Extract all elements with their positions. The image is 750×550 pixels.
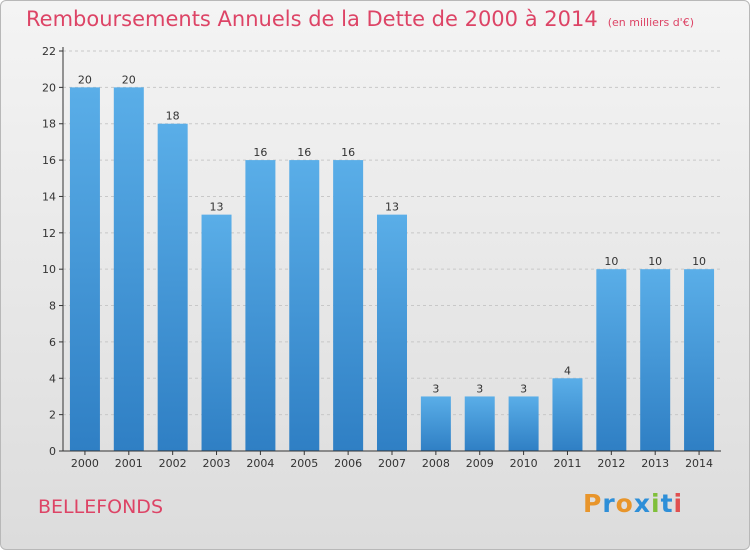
y-tick-label: 8 [49,300,56,313]
logo-letter: o [615,489,634,518]
chart-title: Remboursements Annuels de la Dette de 20… [26,7,598,31]
x-tick-label: 2005 [290,457,318,470]
bar [464,396,495,451]
y-tick-label: 16 [42,154,56,167]
bar-value-label: 10 [648,255,662,268]
bar [289,160,320,451]
bar [245,160,276,451]
bar [596,269,627,451]
x-tick-label: 2003 [203,457,231,470]
y-tick-label: 12 [42,227,56,240]
logo-letter: i [651,489,661,518]
bar-value-label: 16 [297,146,311,159]
x-tick-label: 2013 [641,457,669,470]
bars [69,87,715,452]
bar [69,87,100,451]
bar [640,269,671,451]
labels: 0 2 4 6 8 10 12 14 16 18 20 22 20 2000 20 2001 18 2002 13 2… [42,45,713,470]
bar [333,160,364,451]
bar-value-label: 4 [564,364,571,377]
x-tick-label: 2000 [71,457,99,470]
bar-value-label: 20 [122,73,136,86]
x-tick-label: 2004 [246,457,274,470]
logo-letter: x [633,489,651,518]
x-tick-label: 2007 [378,457,406,470]
logo-letter: t [660,489,674,518]
x-tick-label: 2002 [159,457,187,470]
bar-value-label: 3 [520,382,527,395]
x-tick-label: 2012 [597,457,625,470]
y-tick-label: 0 [49,445,56,458]
bar-value-label: 13 [210,201,224,214]
x-tick-label: 2008 [422,457,450,470]
y-tick-label: 22 [42,45,56,58]
bar-value-label: 16 [253,146,267,159]
bar-value-label: 3 [432,382,439,395]
bar-value-label: 13 [385,201,399,214]
bar [508,396,539,451]
y-tick-label: 4 [49,372,56,385]
y-tick-label: 10 [42,263,56,276]
bar-value-label: 18 [166,110,180,123]
bar-value-label: 20 [78,73,92,86]
axes [59,47,721,455]
logo-letter: i [673,489,684,518]
y-tick-label: 18 [42,118,56,131]
y-tick-label: 14 [42,190,56,203]
proxiti-logo[interactable]: Proxiti [583,489,683,518]
y-tick-label: 6 [49,336,56,349]
bar [377,214,407,451]
title-line: Remboursements Annuels de la Dette de 20… [26,7,694,31]
commune-name: BELLEFONDS [38,496,164,518]
x-tick-label: 2014 [685,457,713,470]
chart-subtitle: (en milliers d'€) [607,16,694,29]
bar [420,396,451,451]
x-tick-label: 2006 [334,457,362,470]
bar-value-label: 16 [341,146,355,159]
bar [157,123,188,452]
bar [684,269,715,451]
logo-letter: r [602,489,616,518]
bar [201,214,232,451]
logo-letter: P [583,489,603,518]
x-tick-label: 2001 [115,457,143,470]
bar [113,87,144,451]
bar-value-label: 10 [692,255,706,268]
bar-value-label: 10 [604,255,618,268]
y-tick-label: 20 [42,81,56,94]
bar [552,378,583,451]
x-tick-label: 2011 [553,457,581,470]
y-tick-label: 2 [49,409,56,422]
x-tick-label: 2009 [466,457,494,470]
x-tick-label: 2010 [510,457,538,470]
bar-value-label: 3 [476,382,483,395]
